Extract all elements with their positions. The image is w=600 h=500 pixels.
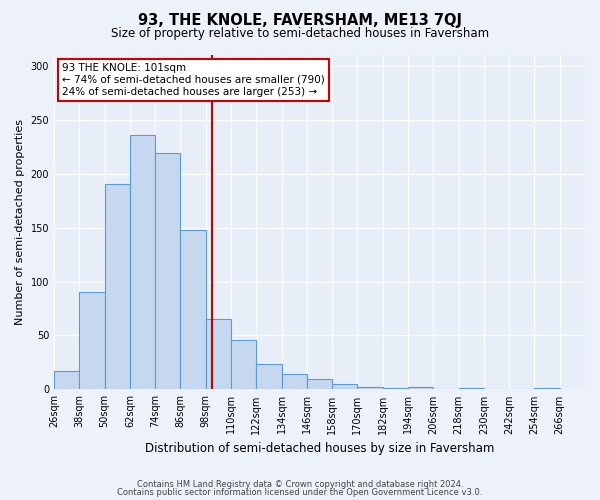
Bar (54, 371, 79, 390)
Bar (181, 230, 206, 390)
Bar (307, 378, 332, 390)
Bar (332, 384, 358, 390)
Text: Size of property relative to semi-detached houses in Faversham: Size of property relative to semi-detach… (111, 28, 489, 40)
Bar (408, 388, 433, 390)
Text: 93, THE KNOLE, FAVERSHAM, ME13 7QJ: 93, THE KNOLE, FAVERSHAM, ME13 7QJ (138, 12, 462, 28)
Text: Contains public sector information licensed under the Open Government Licence v3: Contains public sector information licen… (118, 488, 482, 497)
Bar (256, 364, 281, 390)
Bar (130, 135, 155, 390)
Text: Contains HM Land Registry data © Crown copyright and database right 2024.: Contains HM Land Registry data © Crown c… (137, 480, 463, 489)
Bar (281, 374, 307, 390)
Bar (79, 292, 104, 390)
Bar (155, 153, 181, 390)
Bar (206, 320, 231, 390)
X-axis label: Distribution of semi-detached houses by size in Faversham: Distribution of semi-detached houses by … (145, 442, 494, 455)
Bar (383, 388, 408, 390)
Bar (231, 340, 256, 390)
Bar (358, 388, 383, 390)
Bar (535, 388, 560, 390)
Bar (458, 388, 484, 390)
Y-axis label: Number of semi-detached properties: Number of semi-detached properties (15, 119, 25, 325)
Bar (104, 184, 130, 390)
Text: 93 THE KNOLE: 101sqm
← 74% of semi-detached houses are smaller (790)
24% of semi: 93 THE KNOLE: 101sqm ← 74% of semi-detac… (62, 64, 325, 96)
